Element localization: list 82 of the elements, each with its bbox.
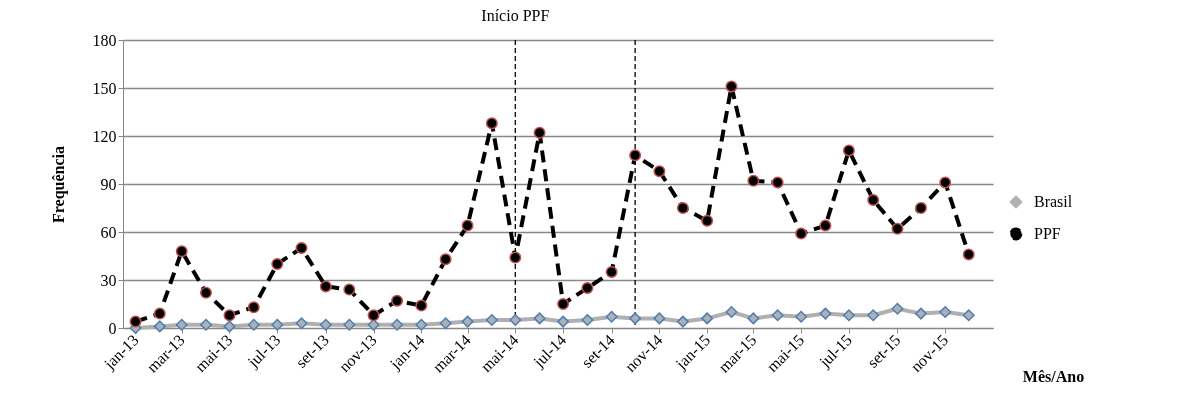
legend-label: Brasil xyxy=(1034,193,1073,210)
y-axis-title: Frequência xyxy=(49,145,68,224)
point xyxy=(129,315,142,328)
point xyxy=(891,302,904,315)
point xyxy=(747,312,760,325)
y-tick-label: 60 xyxy=(100,223,117,241)
point xyxy=(795,310,808,323)
point xyxy=(153,307,166,320)
point xyxy=(605,310,618,323)
point xyxy=(771,309,784,322)
point xyxy=(295,242,308,254)
point xyxy=(867,309,880,322)
point xyxy=(461,315,474,328)
point xyxy=(939,306,952,318)
point xyxy=(867,194,880,206)
y-tick-label: 120 xyxy=(92,127,117,145)
point xyxy=(485,117,498,130)
point xyxy=(581,282,594,294)
point xyxy=(509,314,522,326)
point xyxy=(771,176,784,189)
point xyxy=(819,219,832,232)
y-tick-label: 30 xyxy=(100,271,117,289)
y-tick-label: 150 xyxy=(92,79,117,97)
point xyxy=(629,149,642,162)
y-tick-label: 90 xyxy=(100,175,117,193)
point xyxy=(175,245,188,258)
point xyxy=(223,320,236,333)
point xyxy=(676,315,689,328)
point xyxy=(391,318,404,331)
point xyxy=(701,214,714,227)
point xyxy=(725,80,738,93)
point xyxy=(557,298,570,310)
point xyxy=(247,301,260,314)
point xyxy=(629,312,642,325)
point xyxy=(485,314,498,326)
point xyxy=(914,307,927,320)
point xyxy=(891,222,904,235)
point xyxy=(367,309,380,322)
point xyxy=(343,318,356,331)
point xyxy=(461,219,474,232)
point xyxy=(200,318,212,331)
point xyxy=(509,251,522,264)
point xyxy=(223,309,236,322)
point xyxy=(271,318,284,331)
y-tick-label: 180 xyxy=(92,31,117,49)
point xyxy=(557,315,570,328)
point xyxy=(533,126,546,139)
point xyxy=(842,309,855,322)
point xyxy=(939,176,952,189)
legend-label: PPF xyxy=(1034,225,1061,242)
point xyxy=(200,286,212,299)
point xyxy=(439,317,452,330)
point xyxy=(701,312,714,325)
point xyxy=(581,314,594,326)
point xyxy=(271,258,284,270)
point xyxy=(653,165,666,178)
point xyxy=(319,280,332,293)
point xyxy=(819,307,832,320)
point xyxy=(605,266,618,278)
point xyxy=(415,299,428,312)
point xyxy=(914,202,927,214)
point xyxy=(319,318,332,331)
point xyxy=(343,283,356,296)
point xyxy=(653,312,666,325)
point xyxy=(842,144,855,157)
point xyxy=(533,312,546,325)
y-tick-label: 0 xyxy=(108,319,117,337)
point xyxy=(962,248,975,261)
point xyxy=(153,320,166,333)
point xyxy=(439,253,452,266)
point xyxy=(391,294,404,307)
point xyxy=(295,317,308,330)
point xyxy=(415,318,428,331)
point xyxy=(676,202,689,214)
point xyxy=(795,227,808,240)
ref-line-label: Início PPF xyxy=(481,7,550,24)
point xyxy=(747,174,760,187)
point xyxy=(725,306,738,318)
point xyxy=(175,318,188,331)
x-axis-title: Mês/Ano xyxy=(1022,367,1085,385)
point xyxy=(247,318,260,331)
point xyxy=(962,309,975,322)
